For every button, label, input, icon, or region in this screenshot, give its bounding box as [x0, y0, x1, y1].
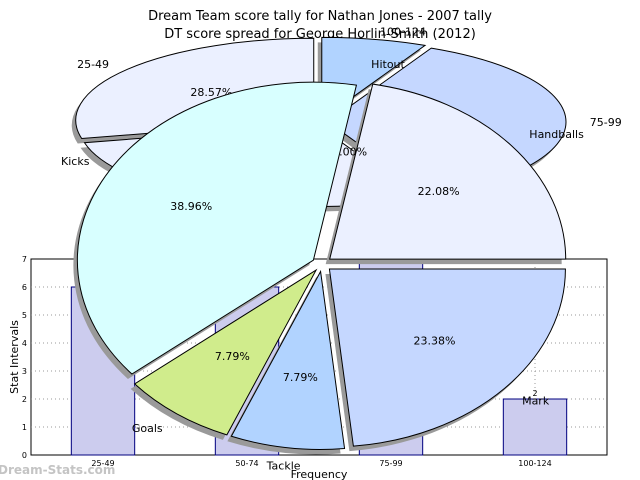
pie-pct-label: 23.38%	[414, 335, 456, 348]
watermark: Dream-Stats.com	[0, 463, 115, 477]
pie-slice-goals	[133, 268, 318, 436]
bar-x-tick-label: 100-124	[518, 459, 551, 468]
pie-pct-label: 38.96%	[170, 200, 212, 213]
bar-y-tick-label: 1	[22, 423, 27, 432]
bar-value-label: 2	[532, 389, 537, 398]
bar-y-tick-label: 6	[22, 283, 27, 292]
bar-y-ticks: 0 1 2 3 4 5 6 7	[22, 255, 27, 460]
pie-category-label: Hitout	[371, 58, 405, 71]
bar-y-tick-label: 7	[22, 255, 27, 264]
bar-x-tick-label: 25-49	[91, 459, 114, 468]
bar-x-tick-label: 50-74	[235, 459, 258, 468]
pie-slice-kicks	[76, 81, 358, 375]
pie-front: 22.08%Handballs0.00%Hitout38.96%Kicks7.7…	[61, 58, 584, 472]
pie-category-label: Tackle	[266, 459, 301, 472]
chart-title-main: Dream Team score tally for Nathan Jones …	[148, 9, 492, 24]
pie-slice-tackle	[230, 269, 346, 450]
bar-y-axis-label: Stat Intervals	[8, 320, 21, 394]
bar-y-tick-label: 2	[22, 395, 27, 404]
bar-y-tick-label: 5	[22, 311, 27, 320]
chart-title-secondary: DT score spread for George Horlin-Smith …	[164, 27, 476, 42]
bar-100-124	[502, 398, 568, 456]
bar-x-tick-label: 75-99	[379, 459, 402, 468]
pie-category-label: 25-49	[77, 58, 109, 71]
pie-category-label: 75-99	[590, 116, 622, 129]
pie-pct-label: 22.08%	[418, 185, 460, 198]
bar-y-tick-label: 3	[22, 367, 27, 376]
bar-y-tick-label: 4	[22, 339, 27, 348]
bar-x-axis-label: Frequency	[291, 468, 348, 480]
pie-category-label: Handballs	[529, 128, 584, 141]
pie-category-label: Goals	[132, 422, 163, 435]
bar-y-tick-label: 0	[22, 451, 27, 460]
pie-category-label: Mark	[522, 394, 550, 407]
pie-slice-mark	[328, 268, 566, 447]
pie-slice-handballs	[329, 83, 567, 260]
pie-category-label: 100-124	[380, 25, 426, 38]
pie-pct-label: 7.79%	[215, 350, 250, 363]
pie-pct-label: 7.79%	[283, 371, 318, 384]
pie-category-label: Kicks	[61, 155, 90, 168]
bar-x-ticks: 25-49 50-74 75-99 100-124	[91, 459, 551, 468]
